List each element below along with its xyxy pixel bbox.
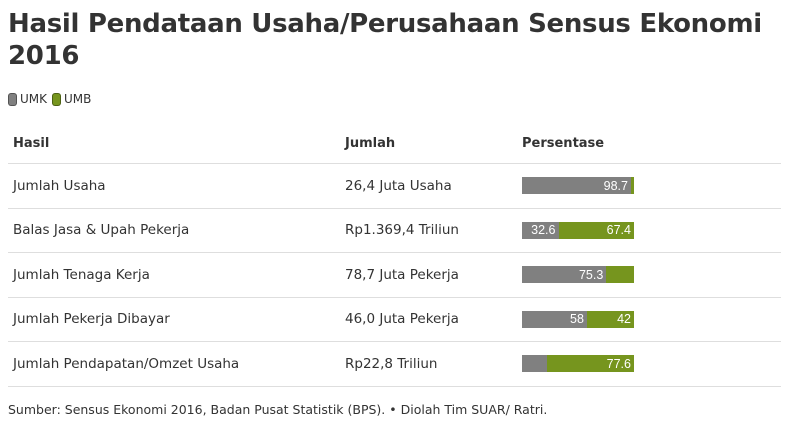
umk-swatch-icon bbox=[8, 92, 17, 106]
bar-segment-umk: 32.6 bbox=[522, 221, 559, 239]
percentage-bar: 58 42 bbox=[522, 310, 634, 328]
percentage-bar: 75.3 bbox=[522, 266, 634, 283]
cell-hasil: Balas Jasa & Upah Pekerja bbox=[13, 222, 190, 239]
percentage-bar: 98.7 bbox=[522, 177, 634, 194]
data-table: Hasil Jumlah Persentase Jumlah Usaha 26,4… bbox=[8, 124, 781, 387]
source-footer: Sumber: Sensus Ekonomi 2016, Badan Pusat… bbox=[8, 402, 548, 417]
cell-jumlah: 46,0 Juta Pekerja bbox=[345, 311, 459, 328]
percentage-bar: 77.6 bbox=[522, 355, 634, 372]
bar-segment-umb: 42 bbox=[586, 310, 634, 328]
percentage-bar: 32.6 67.4 bbox=[522, 221, 634, 239]
table-row: Jumlah Pekerja Dibayar 46,0 Juta Pekerja 5… bbox=[8, 298, 781, 342]
cell-hasil: Jumlah Tenaga Kerja bbox=[13, 266, 150, 283]
table-header: Hasil Jumlah Persentase bbox=[8, 124, 781, 164]
legend-label: UMK bbox=[20, 92, 48, 106]
bar-segment-umk bbox=[522, 355, 548, 372]
header-jumlah: Jumlah bbox=[345, 136, 396, 151]
cell-jumlah: Rp22,8 Triliun bbox=[345, 355, 438, 372]
cell-hasil: Jumlah Pekerja Dibayar bbox=[13, 311, 170, 328]
umb-swatch-icon bbox=[52, 92, 62, 106]
table-row: Jumlah Usaha 26,4 Juta Usaha 98.7 bbox=[8, 164, 781, 209]
table-row: Jumlah Pendapatan/Omzet Usaha Rp22,8 Tril… bbox=[8, 342, 781, 387]
legend: UMK UMB bbox=[8, 92, 96, 106]
bar-segment-umk: 75.3 bbox=[522, 266, 607, 283]
table-row: Balas Jasa & Upah Pekerja Rp1.369,4 Trili… bbox=[8, 209, 781, 253]
bar-segment-umb bbox=[631, 177, 634, 194]
cell-jumlah: 78,7 Juta Pekerja bbox=[345, 266, 459, 283]
legend-item-umk: UMK bbox=[8, 92, 47, 106]
legend-item-umb: UMB bbox=[52, 92, 91, 106]
table-row: Jumlah Tenaga Kerja 78,7 Juta Pekerja 75.3 bbox=[8, 253, 781, 298]
cell-jumlah: 26,4 Juta Usaha bbox=[345, 177, 452, 194]
cell-hasil: Jumlah Pendapatan/Omzet Usaha bbox=[13, 355, 240, 372]
legend-label: UMB bbox=[64, 92, 92, 106]
page-title: Hasil Pendataan Usaha/Perusahaan Sensus … bbox=[8, 9, 762, 71]
bar-segment-umk: 98.7 bbox=[522, 177, 631, 194]
bar-segment-umb: 67.4 bbox=[558, 221, 634, 239]
cell-jumlah: Rp1.369,4 Triliun bbox=[345, 222, 459, 239]
header-hasil: Hasil bbox=[13, 136, 50, 151]
header-persentase: Persentase bbox=[522, 136, 605, 151]
bar-segment-umb bbox=[606, 266, 634, 283]
bar-segment-umb: 77.6 bbox=[547, 355, 634, 372]
cell-hasil: Jumlah Usaha bbox=[13, 177, 106, 194]
bar-segment-umk: 58 bbox=[522, 310, 587, 328]
